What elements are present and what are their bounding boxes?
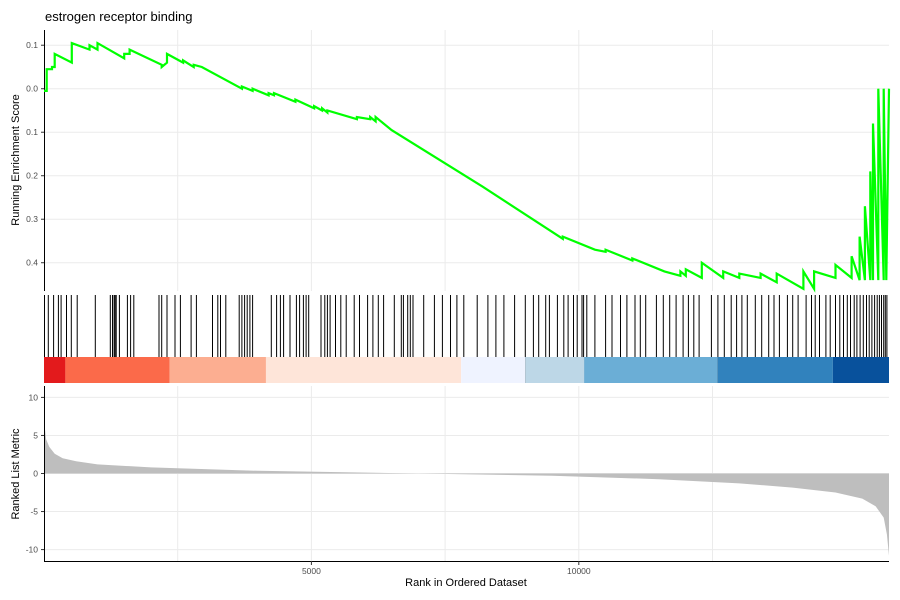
enrichment-y-tick-label: 0.3: [26, 214, 38, 224]
metric-y-ticks: 10 5 0 -5 -10: [26, 392, 44, 555]
enrichment-panel: 0.1 0.0 0.1 0.2 0.3 0.4 Running Enrichment Sc…: [10, 30, 891, 293]
x-ticks: 5000 10000: [302, 561, 591, 576]
enrichment-grid: [44, 30, 889, 291]
metric-y-tick-label: 10: [29, 392, 39, 402]
metric-y-tick-label: 5: [33, 430, 38, 440]
enrichment-y-tick-label: 0.4: [26, 258, 38, 268]
rank-band: [717, 357, 833, 383]
rank-band: [44, 357, 66, 383]
enrichment-y-tick-label: 0.1: [26, 127, 38, 137]
rank-band: [169, 357, 266, 383]
rank-band: [461, 357, 526, 383]
rank-band: [265, 357, 462, 383]
chart-title: estrogen receptor binding: [45, 9, 192, 24]
metric-y-axis-title: Ranked List Metric: [10, 428, 22, 520]
rank-band: [65, 357, 170, 383]
metric-panel: 10 5 0 -5 -10 5000 10000 Ranked List Metric R…: [10, 386, 889, 589]
es-series-line: [44, 41, 891, 293]
enrichment-y-tick-label: 0.1: [26, 40, 38, 50]
metric-area: [44, 420, 889, 556]
x-tick-label: 10000: [567, 566, 591, 576]
rank-band: [525, 357, 585, 383]
rank-band: [832, 357, 889, 383]
rank-band: [584, 357, 718, 383]
metric-y-tick-label: -5: [30, 507, 38, 517]
enrichment-y-tick-label: 0.0: [26, 84, 38, 94]
metric-y-tick-label: -10: [26, 545, 39, 555]
hits-panel: [44, 295, 889, 383]
enrichment-y-ticks: 0.1 0.0 0.1 0.2 0.3 0.4: [26, 40, 44, 268]
enrichment-y-axis-title: Running Enrichment Score: [10, 94, 22, 225]
rank-color-bands: [44, 357, 889, 383]
enrichment-y-tick-label: 0.2: [26, 171, 38, 181]
x-axis-title: Rank in Ordered Dataset: [405, 577, 527, 589]
metric-y-tick-label: 0: [33, 469, 38, 479]
x-tick-label: 5000: [302, 566, 321, 576]
